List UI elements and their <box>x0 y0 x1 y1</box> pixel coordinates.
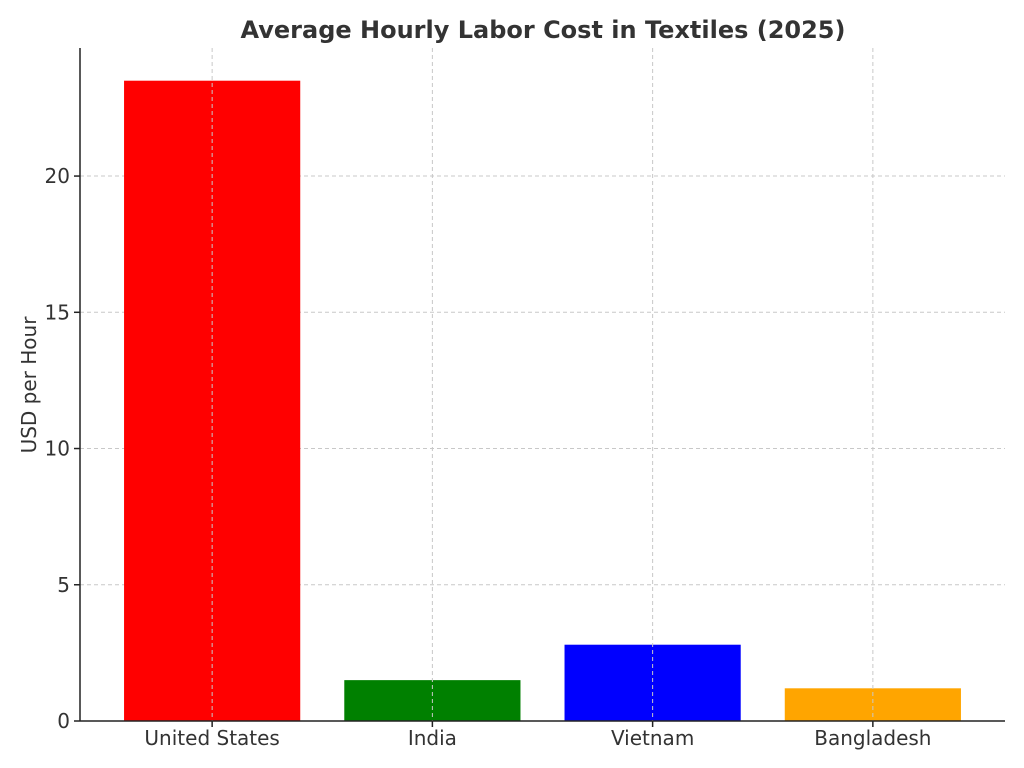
chart-title: Average Hourly Labor Cost in Textiles (2… <box>241 16 846 44</box>
bars <box>124 80 961 722</box>
x-tick-label: Vietnam <box>611 726 694 750</box>
y-tick-label: 10 <box>45 437 70 461</box>
x-tick-label: Bangladesh <box>814 726 931 750</box>
y-tick-label: 15 <box>45 300 70 324</box>
vertical-grid-lines <box>211 48 874 721</box>
y-tick-labels: 0 5 10 15 20 <box>45 164 80 733</box>
y-tick-label: 0 <box>57 709 70 733</box>
axes <box>79 48 1005 722</box>
x-tick-label: United States <box>144 726 279 750</box>
x-tick-labels: United States India Vietnam Bangladesh <box>144 721 931 750</box>
x-tick-label: India <box>408 726 457 750</box>
y-tick-label: 20 <box>45 164 70 188</box>
y-tick-label: 5 <box>57 573 70 597</box>
y-axis-label: USD per Hour <box>17 316 41 454</box>
